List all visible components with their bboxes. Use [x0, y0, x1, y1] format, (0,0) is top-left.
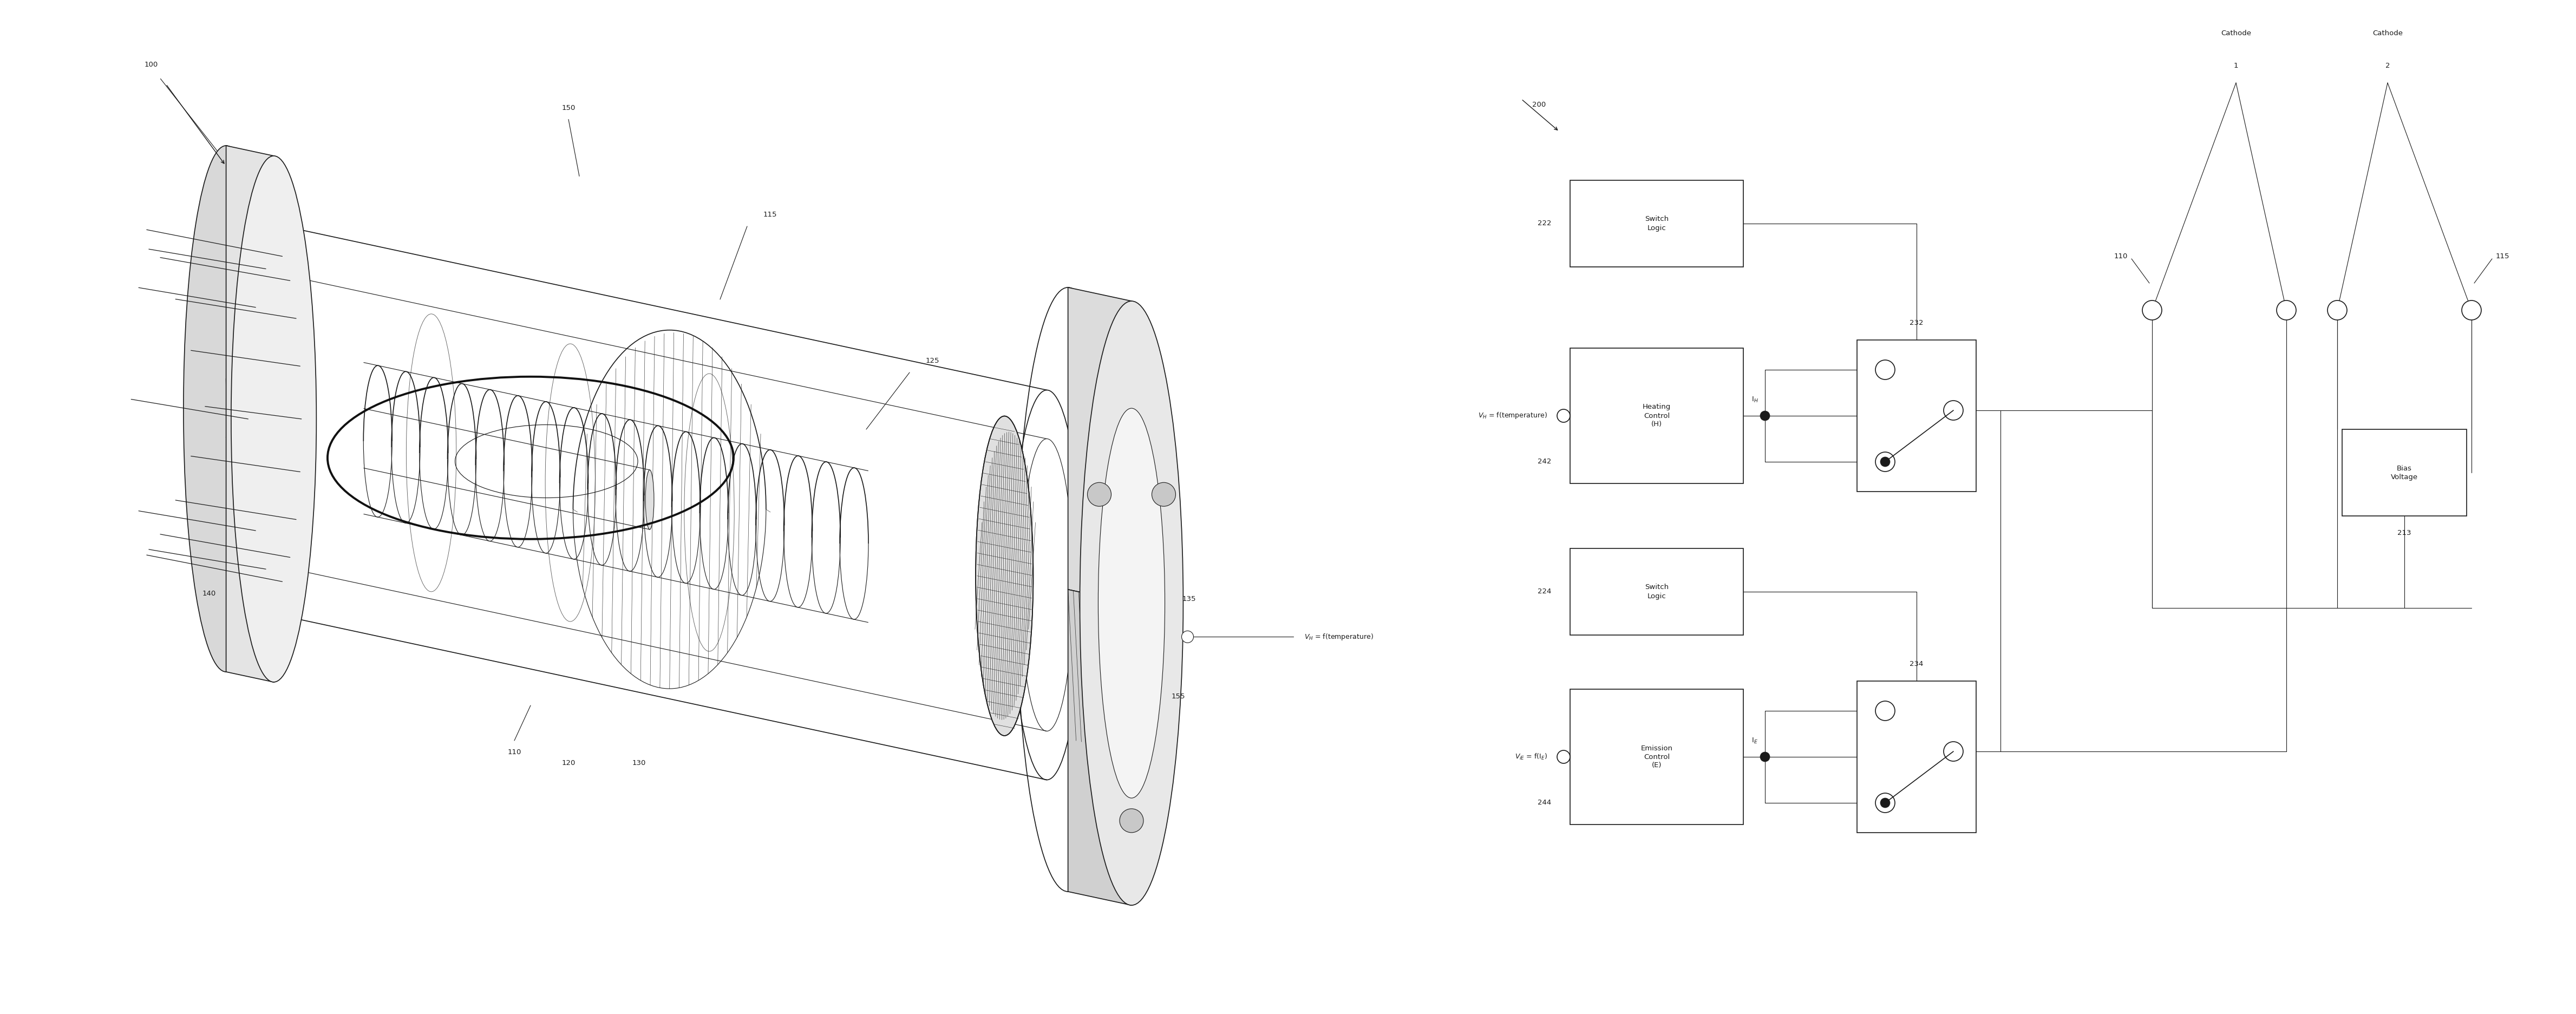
Text: 242: 242 [1538, 458, 1551, 465]
Circle shape [2277, 300, 2295, 320]
Text: Cathode: Cathode [2372, 29, 2403, 37]
Text: $V_H$ = f(temperature): $V_H$ = f(temperature) [1303, 632, 1373, 642]
Ellipse shape [183, 146, 268, 672]
Bar [2342, 429, 2468, 516]
Text: 244: 244 [1538, 799, 1551, 806]
Text: 224: 224 [1538, 588, 1551, 595]
Circle shape [1945, 401, 1963, 420]
Bar [1857, 340, 1976, 492]
Ellipse shape [647, 469, 654, 529]
Ellipse shape [216, 219, 289, 609]
Text: 135: 135 [1182, 595, 1195, 602]
Circle shape [1556, 410, 1569, 422]
Circle shape [1875, 360, 1896, 379]
Circle shape [2329, 300, 2347, 320]
Text: 140: 140 [204, 590, 216, 597]
Text: Heating
Control
(H): Heating Control (H) [1643, 404, 1672, 428]
Bar [1857, 681, 1976, 832]
Ellipse shape [227, 269, 278, 561]
Circle shape [1556, 750, 1569, 764]
Polygon shape [1069, 589, 1131, 906]
Text: Emission
Control
(E): Emission Control (E) [1641, 744, 1672, 769]
Text: 234: 234 [1909, 660, 1924, 667]
Circle shape [1759, 411, 1770, 421]
Text: 120: 120 [562, 759, 574, 767]
Polygon shape [1069, 287, 1131, 603]
Text: 200: 200 [1533, 101, 1546, 108]
Text: $V_{iE}$ = f(I$_E$): $V_{iE}$ = f(I$_E$) [1515, 752, 1548, 762]
Polygon shape [227, 146, 273, 682]
Text: Switch
Logic: Switch Logic [1643, 216, 1669, 231]
Text: 155: 155 [1172, 693, 1185, 700]
Text: Cathode: Cathode [2221, 29, 2251, 37]
Text: 130: 130 [631, 759, 647, 767]
Bar [1569, 690, 1744, 824]
Circle shape [1875, 701, 1896, 721]
Text: 222: 222 [1538, 220, 1551, 227]
Circle shape [1087, 483, 1110, 506]
Circle shape [1759, 752, 1770, 762]
Circle shape [1121, 809, 1144, 832]
Ellipse shape [976, 416, 1033, 736]
Circle shape [1880, 457, 1891, 466]
Text: 150: 150 [562, 104, 574, 112]
Text: 2: 2 [2385, 62, 2391, 69]
Text: I$_E$: I$_E$ [1752, 737, 1757, 745]
Circle shape [1945, 741, 1963, 762]
Ellipse shape [1079, 301, 1182, 906]
Circle shape [1880, 798, 1891, 808]
Text: 115: 115 [762, 211, 778, 218]
Text: 125: 125 [925, 357, 940, 364]
Text: 1: 1 [2233, 62, 2239, 69]
Text: 100: 100 [144, 61, 157, 68]
Text: 110: 110 [2115, 252, 2128, 260]
Text: 115: 115 [2496, 252, 2509, 260]
Text: 213: 213 [2398, 529, 2411, 536]
Ellipse shape [232, 156, 317, 682]
Text: $V_H$ = f(temperature): $V_H$ = f(temperature) [1479, 411, 1548, 421]
Circle shape [1875, 793, 1896, 812]
Bar [1569, 348, 1744, 484]
Bar [1569, 549, 1744, 635]
Circle shape [1182, 631, 1193, 643]
Circle shape [2463, 300, 2481, 320]
Text: Switch
Logic: Switch Logic [1643, 584, 1669, 599]
Text: Bias
Voltage: Bias Voltage [2391, 464, 2419, 481]
Circle shape [1875, 452, 1896, 472]
Circle shape [1151, 483, 1175, 506]
Text: 110: 110 [507, 748, 520, 755]
Text: 232: 232 [1909, 319, 1924, 327]
Bar [1569, 180, 1744, 267]
Circle shape [2143, 300, 2161, 320]
Ellipse shape [1097, 409, 1164, 798]
Text: I$_H$: I$_H$ [1752, 395, 1759, 404]
